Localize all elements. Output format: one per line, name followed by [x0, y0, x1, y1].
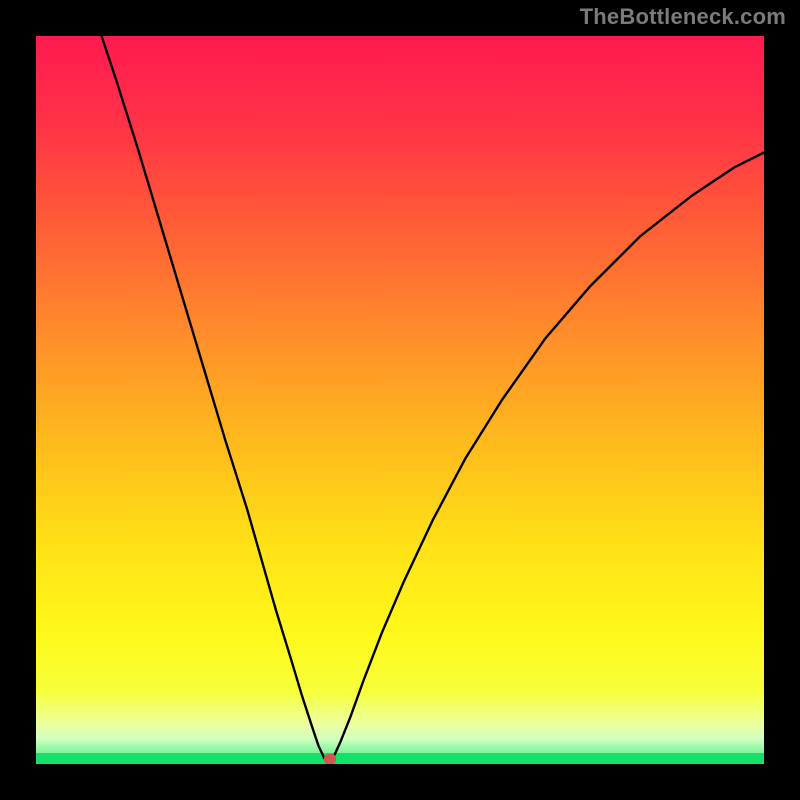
bottleneck-curve	[36, 36, 764, 764]
bottleneck-marker	[324, 754, 336, 764]
chart-frame: TheBottleneck.com	[0, 0, 800, 800]
watermark-text: TheBottleneck.com	[580, 4, 786, 30]
plot-area	[36, 36, 764, 764]
